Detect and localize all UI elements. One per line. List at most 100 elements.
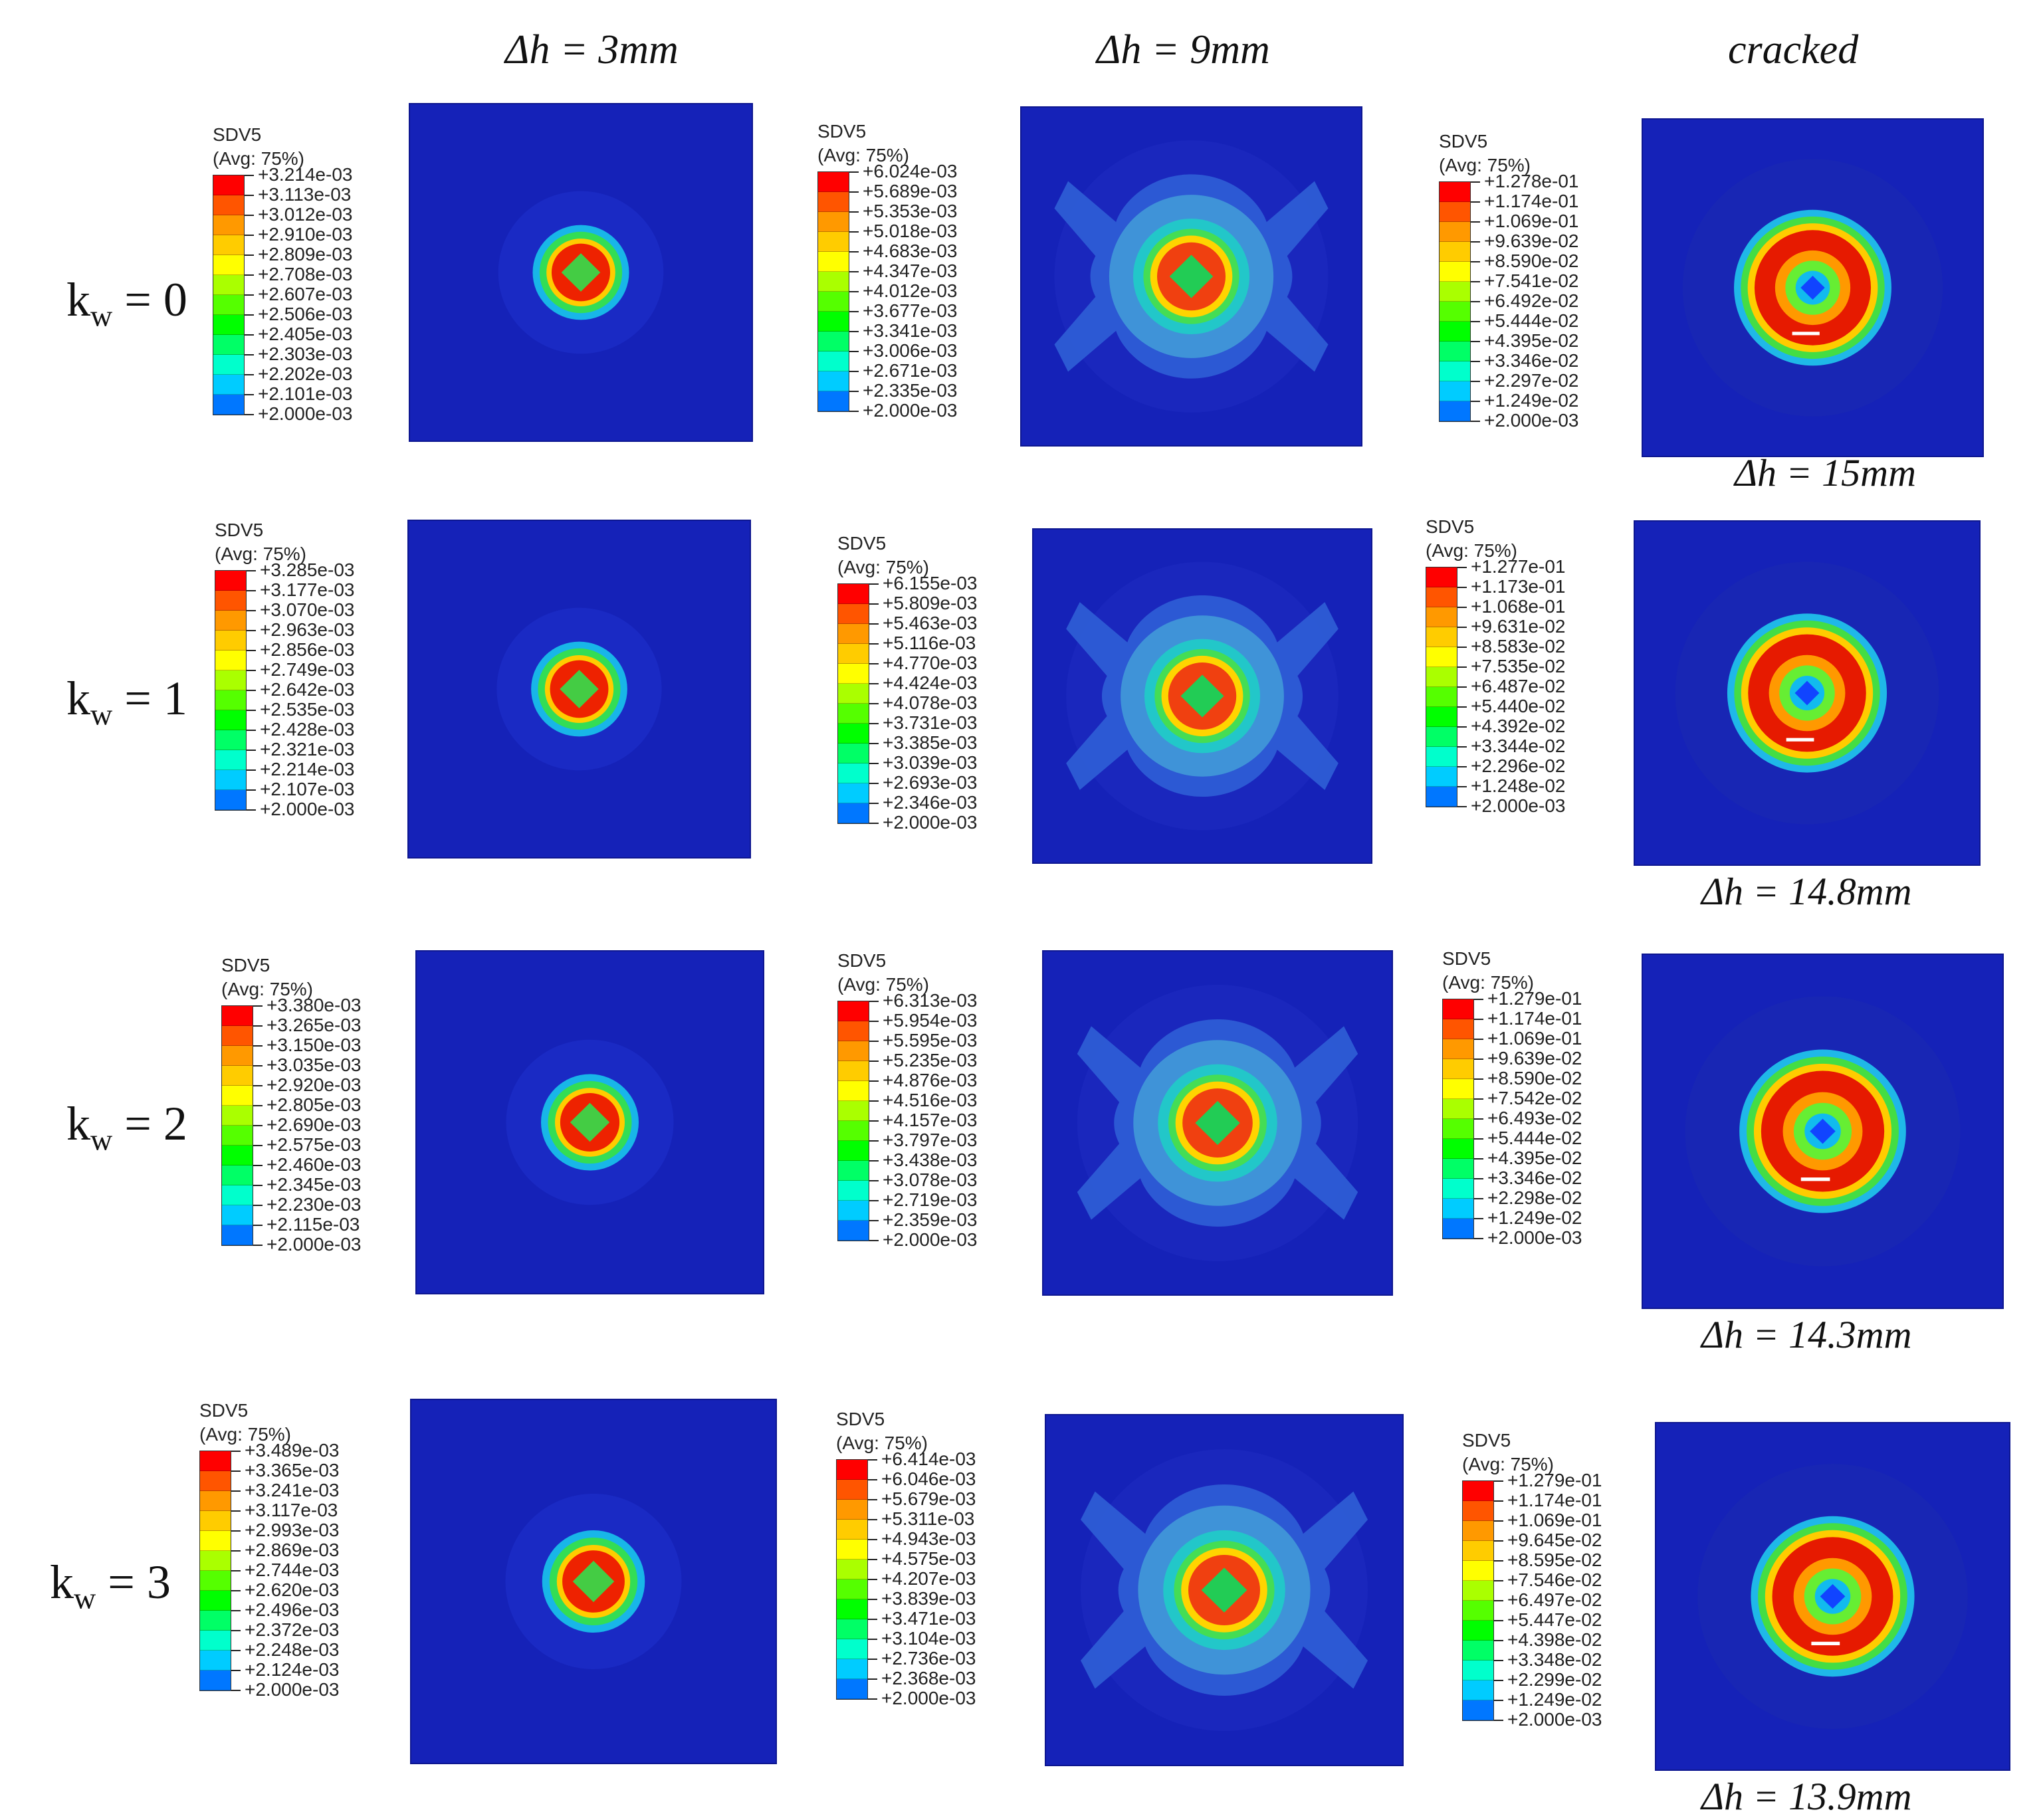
legend: SDV5 (Avg: 75%) +6.414e-03 +6.046e-03 +5.679… <box>836 1407 1026 1708</box>
legend-variable: SDV5 <box>213 124 262 145</box>
legend: SDV5 (Avg: 75%) +1.279e-01 +1.174e-01 +1.069… <box>1442 947 1632 1247</box>
contour-plot <box>1042 950 1393 1296</box>
legend-tick <box>1471 381 1480 382</box>
legend-swatch <box>1440 202 1470 222</box>
legend-value: +2.303e-03 <box>258 344 353 364</box>
legend-tick <box>231 1570 241 1571</box>
legend-tick <box>1474 1098 1483 1100</box>
legend-avg: (Avg: 75%) <box>817 145 909 165</box>
legend-tick <box>1457 647 1467 648</box>
legend-value: +2.248e-03 <box>245 1639 340 1660</box>
legend-variable: SDV5 <box>1462 1430 1511 1451</box>
legend-tick <box>253 1005 263 1007</box>
legend-tick <box>1471 341 1480 342</box>
legend-value: +3.039e-03 <box>883 752 978 773</box>
legend-swatch <box>837 1599 867 1619</box>
legend-tick <box>869 1001 879 1002</box>
legend-value: +8.583e-02 <box>1471 636 1566 657</box>
legend-swatch <box>837 1659 867 1679</box>
legend-value: +5.689e-03 <box>863 181 958 201</box>
legend-tick <box>1474 1198 1483 1199</box>
legend-value: +2.214e-03 <box>260 759 355 779</box>
legend-tick <box>247 670 256 671</box>
legend-value: +5.116e-03 <box>883 633 976 653</box>
legend-swatch <box>837 1679 867 1699</box>
legend-tick <box>869 1041 879 1042</box>
legend-tick <box>1471 281 1480 282</box>
legend-value: +2.693e-03 <box>883 772 978 793</box>
legend-variable: SDV5 <box>1426 516 1475 537</box>
legend-value: +3.471e-03 <box>881 1608 976 1629</box>
legend-value: +2.744e-03 <box>245 1560 340 1580</box>
legend-tick <box>231 1650 241 1651</box>
cracked-dh-kw3: Δh = 13.9mm <box>1701 1775 1912 1818</box>
center-diamond <box>1810 1118 1836 1144</box>
legend-tick <box>868 1698 877 1700</box>
legend-swatch <box>838 744 869 763</box>
legend-tick <box>1494 1700 1503 1701</box>
legend-tick <box>231 1451 241 1452</box>
legend-value: +1.069e-01 <box>1487 1028 1582 1049</box>
legend-value: +2.124e-03 <box>245 1659 340 1680</box>
center-diamond <box>1195 1100 1240 1146</box>
legend-swatch <box>838 1101 869 1121</box>
legend: SDV5 (Avg: 75%) +6.024e-03 +5.689e-03 +5.353… <box>817 120 1008 420</box>
legend-swatch <box>1440 302 1470 322</box>
legend-tick <box>869 743 879 744</box>
legend-tick <box>1457 607 1467 608</box>
legend-swatch <box>838 664 869 684</box>
legend-tick <box>1474 1059 1483 1060</box>
legend-tick <box>1457 766 1467 767</box>
legend-value: +1.174e-01 <box>1484 191 1579 211</box>
legend-tick <box>868 1459 877 1461</box>
legend-swatch <box>818 172 849 192</box>
legend-tick <box>869 1220 879 1221</box>
legend-value: +1.277e-01 <box>1471 556 1566 577</box>
legend-tick <box>868 1659 877 1660</box>
legend-tick <box>245 354 254 355</box>
legend-color-bar <box>221 1005 253 1246</box>
legend-value: +3.365e-03 <box>245 1460 340 1480</box>
legend-color-bar <box>1462 1480 1494 1721</box>
legend-value: +2.000e-03 <box>245 1679 340 1700</box>
legend-tick <box>1457 587 1467 588</box>
legend-swatch <box>1463 1700 1493 1720</box>
legend-value: +2.620e-03 <box>245 1579 340 1600</box>
legend-swatch <box>818 312 849 332</box>
contour-field <box>1054 140 1329 413</box>
legend-swatch <box>222 1026 253 1046</box>
legend-swatch <box>213 375 244 395</box>
legend-swatch <box>215 611 246 631</box>
legend-swatch <box>200 1591 231 1611</box>
legend-swatch <box>1443 1039 1473 1059</box>
legend-tick <box>245 215 254 216</box>
legend-tick <box>849 311 859 312</box>
legend-value: +2.428e-03 <box>260 719 355 740</box>
center-diamond <box>570 1102 610 1142</box>
legend-avg: (Avg: 75%) <box>1426 540 1517 561</box>
legend-tick <box>247 809 256 811</box>
legend-value: +6.487e-02 <box>1471 676 1566 696</box>
legend-tick <box>253 1225 263 1226</box>
legend-swatch <box>1426 627 1457 647</box>
legend-swatch <box>215 710 246 730</box>
legend-tick <box>849 171 859 173</box>
contour-plot <box>409 103 753 442</box>
contour-plot <box>1032 528 1372 864</box>
legend-value: +6.155e-03 <box>883 573 978 593</box>
legend-value: +2.368e-03 <box>881 1668 976 1688</box>
legend-tick <box>1474 1218 1483 1219</box>
legend-color-bar <box>1439 181 1471 422</box>
legend-value: +2.405e-03 <box>258 324 353 344</box>
legend-value: +7.541e-02 <box>1484 270 1579 291</box>
legend-swatch <box>1440 322 1470 342</box>
legend-swatch <box>838 724 869 744</box>
legend-swatch <box>818 391 849 411</box>
legend-swatch <box>838 1041 869 1061</box>
legend-swatch <box>838 1221 869 1241</box>
legend-value: +4.683e-03 <box>863 241 958 261</box>
legend-value: +5.809e-03 <box>883 593 978 613</box>
legend-tick <box>245 274 254 276</box>
legend-tick <box>253 1065 263 1066</box>
legend-value: +2.460e-03 <box>267 1154 362 1175</box>
